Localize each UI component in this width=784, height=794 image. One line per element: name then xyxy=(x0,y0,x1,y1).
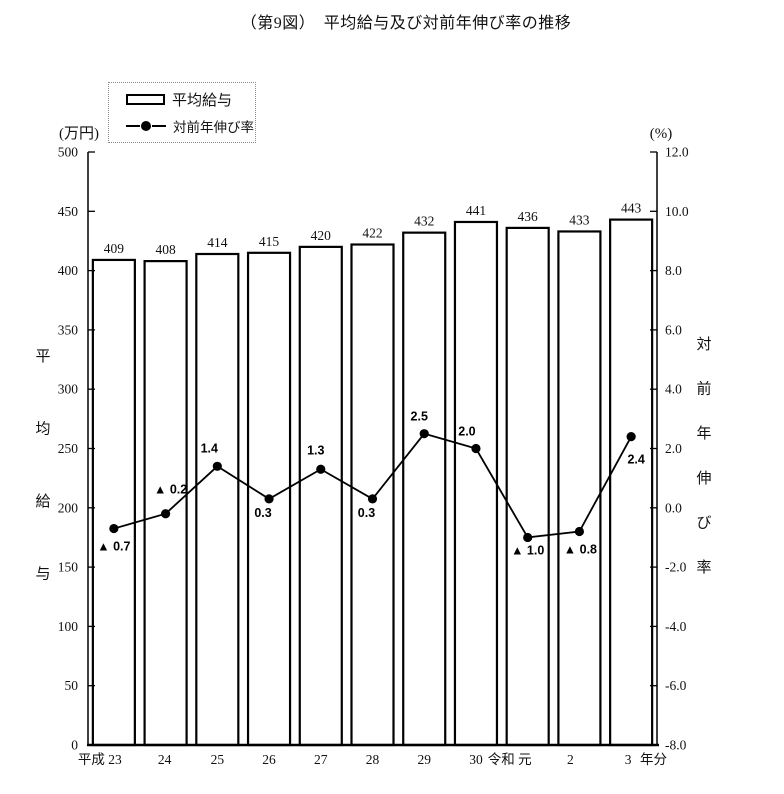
right-tick-label: -6.0 xyxy=(665,678,687,693)
x-category-label: 28 xyxy=(366,752,380,767)
growth-point-3 xyxy=(626,432,636,442)
growth-point-27 xyxy=(316,464,326,474)
left-tick-label: 300 xyxy=(58,382,79,397)
line-marker-icon xyxy=(126,121,166,131)
x-category-label: 令和 元 xyxy=(488,752,532,767)
x-category-label: 平成 23 xyxy=(78,752,122,767)
bar-value-label: 409 xyxy=(104,241,125,256)
growth-point-平成 23 xyxy=(109,523,119,534)
growth-point-24 xyxy=(160,509,171,519)
growth-point-label: 0.3 xyxy=(254,506,271,520)
bar-value-label: 441 xyxy=(466,203,486,218)
bar-2 xyxy=(557,230,602,747)
bar-24 xyxy=(143,260,188,747)
bar-30 xyxy=(453,220,499,747)
legend-line-label: 対前年伸び率 xyxy=(173,120,254,135)
bar-平成 23 xyxy=(91,258,136,747)
right-axis-title-char: 年 xyxy=(696,425,711,442)
growth-point-label: 1.4 xyxy=(201,441,218,455)
left-tick-label: 200 xyxy=(58,500,79,515)
right-tick-label: 8.0 xyxy=(665,263,682,278)
right-axis-title-char: 対 xyxy=(696,336,711,353)
bar-value-label: 414 xyxy=(207,235,228,250)
figure-title: （第9図） 平均給与及び対前年伸び率の推移 xyxy=(240,15,572,32)
x-category-label: 2 xyxy=(567,752,574,767)
right-tick-label: 10.0 xyxy=(665,204,689,219)
right-tick-label: 12.0 xyxy=(665,145,689,160)
growth-point-30 xyxy=(471,443,481,454)
right-axis-title-char: 前 xyxy=(696,381,711,398)
left-tick-label: 500 xyxy=(58,145,79,160)
right-tick-label: -4.0 xyxy=(665,619,687,634)
left-tick-label: 150 xyxy=(58,560,79,575)
right-axis-unit: (%) xyxy=(650,126,673,142)
right-axis-title-char: び xyxy=(696,514,711,531)
bar-3 xyxy=(609,218,654,747)
x-axis-suffix-label: 年分 xyxy=(640,752,667,767)
x-category-label: 24 xyxy=(158,752,172,767)
bar-value-label: 420 xyxy=(311,228,332,243)
right-tick-label: 6.0 xyxy=(665,322,682,337)
x-category-label: 25 xyxy=(211,752,225,767)
growth-point-26 xyxy=(264,494,274,504)
x-category-label: 26 xyxy=(262,752,276,767)
left-axis-unit: (万円) xyxy=(59,126,99,142)
growth-point-label: ▲ 0.7 xyxy=(97,540,130,554)
left-axis-title-char: 平 xyxy=(35,349,50,365)
growth-point-label: 2.0 xyxy=(458,425,475,439)
legend: 平均給与 対前年伸び率 xyxy=(108,82,256,143)
growth-point-label: ▲ 0.8 xyxy=(564,543,597,557)
right-tick-label: 0.0 xyxy=(665,500,682,515)
legend-item-growth-rate: 対前年伸び率 xyxy=(126,116,255,136)
bar-swatch-icon xyxy=(126,94,165,105)
left-tick-label: 450 xyxy=(58,204,79,219)
growth-point-label: ▲ 1.0 xyxy=(511,543,544,557)
bar-value-label: 432 xyxy=(414,214,434,229)
bar-value-label: 443 xyxy=(621,201,642,216)
bar-25 xyxy=(195,252,240,747)
growth-point-25 xyxy=(212,461,222,471)
growth-point-label: 2.4 xyxy=(627,453,644,467)
left-tick-label: 50 xyxy=(65,678,79,693)
right-tick-label: 4.0 xyxy=(665,382,682,397)
bar-value-label: 408 xyxy=(155,242,176,257)
growth-point-29 xyxy=(419,429,429,439)
x-category-label: 29 xyxy=(417,752,431,767)
left-axis-title-char: 給 xyxy=(35,493,50,510)
x-category-label: 30 xyxy=(469,752,483,767)
growth-point-令和 元 xyxy=(523,532,533,543)
bar-value-label: 433 xyxy=(569,212,590,227)
right-axis-title-char: 率 xyxy=(696,559,711,576)
left-tick-label: 350 xyxy=(58,322,79,337)
bar-27 xyxy=(298,245,343,747)
left-axis-title-char: 与 xyxy=(35,566,50,583)
x-category-label: 27 xyxy=(314,752,328,767)
right-tick-label: -2.0 xyxy=(665,560,687,575)
bar-value-label: 422 xyxy=(362,226,382,241)
growth-point-label: 2.5 xyxy=(411,410,428,424)
growth-point-label: 1.3 xyxy=(307,443,324,457)
bar-value-label: 415 xyxy=(259,234,280,249)
left-tick-label: 250 xyxy=(58,441,79,456)
left-tick-label: 100 xyxy=(58,619,79,634)
growth-point-label: 0.3 xyxy=(358,506,375,520)
bar-value-label: 436 xyxy=(518,209,539,224)
left-axis-title-char: 均 xyxy=(35,421,50,438)
bar-令和 元 xyxy=(505,226,550,747)
left-tick-label: 400 xyxy=(58,263,79,278)
growth-point-28 xyxy=(367,494,378,504)
right-tick-label: 2.0 xyxy=(665,441,682,456)
growth-point-2 xyxy=(574,526,585,537)
x-category-label: 3 xyxy=(625,752,632,767)
legend-item-average-salary: 平均給与 xyxy=(126,89,255,110)
right-tick-label: -8.0 xyxy=(665,738,687,753)
right-axis-title-char: 伸 xyxy=(696,470,711,487)
legend-bar-label: 平均給与 xyxy=(172,93,233,109)
left-tick-label: 0 xyxy=(71,738,78,753)
growth-point-label: ▲ 0.2 xyxy=(154,483,187,497)
bar-29 xyxy=(402,231,447,747)
